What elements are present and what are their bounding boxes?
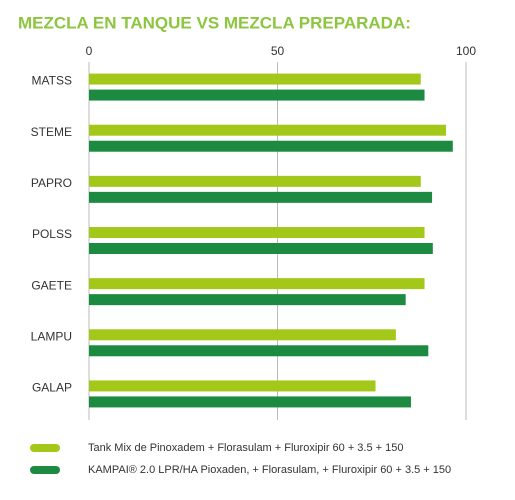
x-tick-label: 50	[271, 44, 285, 58]
y-tick-label: GALAP	[32, 381, 72, 395]
bar	[89, 278, 425, 290]
bar	[89, 140, 453, 152]
bar	[89, 345, 429, 357]
y-tick-label: MATSS	[32, 74, 72, 88]
legend-swatch	[30, 444, 60, 452]
bar	[89, 191, 433, 203]
bar	[89, 294, 406, 306]
legend-swatch	[30, 466, 60, 474]
bar	[89, 73, 421, 85]
bar	[89, 227, 425, 238]
y-tick-label: LAMPU	[31, 329, 72, 343]
y-tick-label: PAPRO	[31, 176, 72, 190]
x-tick-label: 100	[456, 44, 476, 58]
legend-label: KAMPAI® 2.0 LPR/HA Pioxaden, + Florasula…	[88, 464, 451, 476]
bar	[89, 175, 421, 187]
bar	[89, 124, 447, 136]
bar	[89, 396, 411, 408]
chart-title: MEZCLA EN TANQUE VS MEZCLA PREPARADA:	[18, 13, 411, 32]
legend-label: Tank Mix de Pinoxadem + Florasulam + Flu…	[88, 442, 404, 454]
y-tick-label: STEME	[31, 125, 72, 139]
x-tick-label: 0	[86, 44, 93, 58]
bar	[89, 380, 376, 392]
bar	[89, 89, 425, 101]
bar	[89, 243, 433, 254]
y-tick-label: POLSS	[32, 227, 72, 241]
y-tick-label: GAETE	[31, 278, 72, 292]
bar	[89, 329, 396, 341]
